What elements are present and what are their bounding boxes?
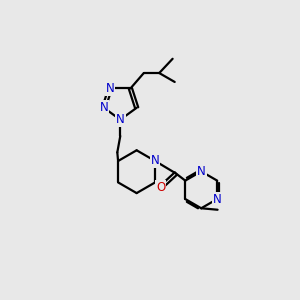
Text: N: N (151, 154, 160, 167)
Text: O: O (156, 181, 165, 194)
Text: N: N (197, 165, 206, 178)
Text: N: N (100, 101, 108, 114)
Text: N: N (213, 193, 222, 206)
Text: N: N (106, 82, 115, 95)
Text: N: N (116, 113, 125, 126)
